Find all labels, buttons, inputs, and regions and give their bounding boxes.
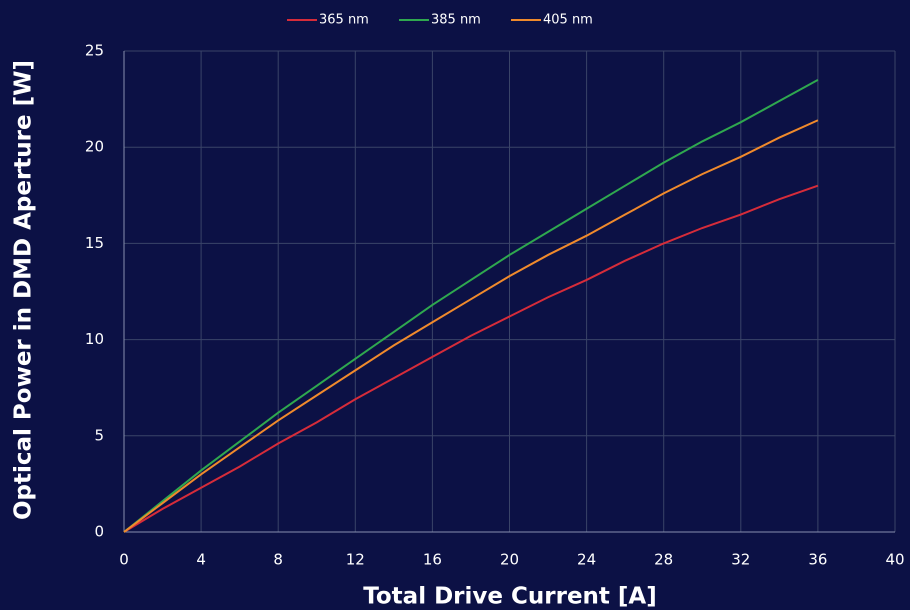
legend-label: 405 nm	[543, 13, 593, 28]
y-tick-label: 0	[94, 523, 104, 541]
x-tick-label: 0	[119, 551, 129, 569]
x-axis-label: Total Drive Current [A]	[363, 584, 657, 610]
x-tick-label: 16	[423, 551, 442, 569]
y-tick-label: 5	[94, 426, 104, 444]
series-line	[123, 119, 819, 533]
series-line	[123, 184, 819, 533]
x-tick-label: 40	[885, 551, 904, 569]
legend-label: 385 nm	[431, 13, 481, 28]
y-tick-label: 10	[85, 330, 104, 348]
x-tick-label: 28	[654, 551, 673, 569]
y-tick-label: 15	[85, 234, 104, 252]
x-tick-label: 24	[577, 551, 596, 569]
x-tick-label: 4	[196, 551, 206, 569]
x-tick-label: 32	[731, 551, 750, 569]
y-tick-label: 25	[85, 42, 104, 60]
y-tick-label: 20	[85, 138, 104, 156]
legend-label: 365 nm	[319, 13, 369, 28]
x-tick-label: 36	[808, 551, 827, 569]
series-line	[123, 78, 819, 533]
x-tick-label: 8	[273, 551, 283, 569]
x-tick-label: 12	[346, 551, 365, 569]
x-tick-label: 20	[500, 551, 519, 569]
y-axis-label: Optical Power in DMD Aperture [W]	[11, 60, 37, 520]
